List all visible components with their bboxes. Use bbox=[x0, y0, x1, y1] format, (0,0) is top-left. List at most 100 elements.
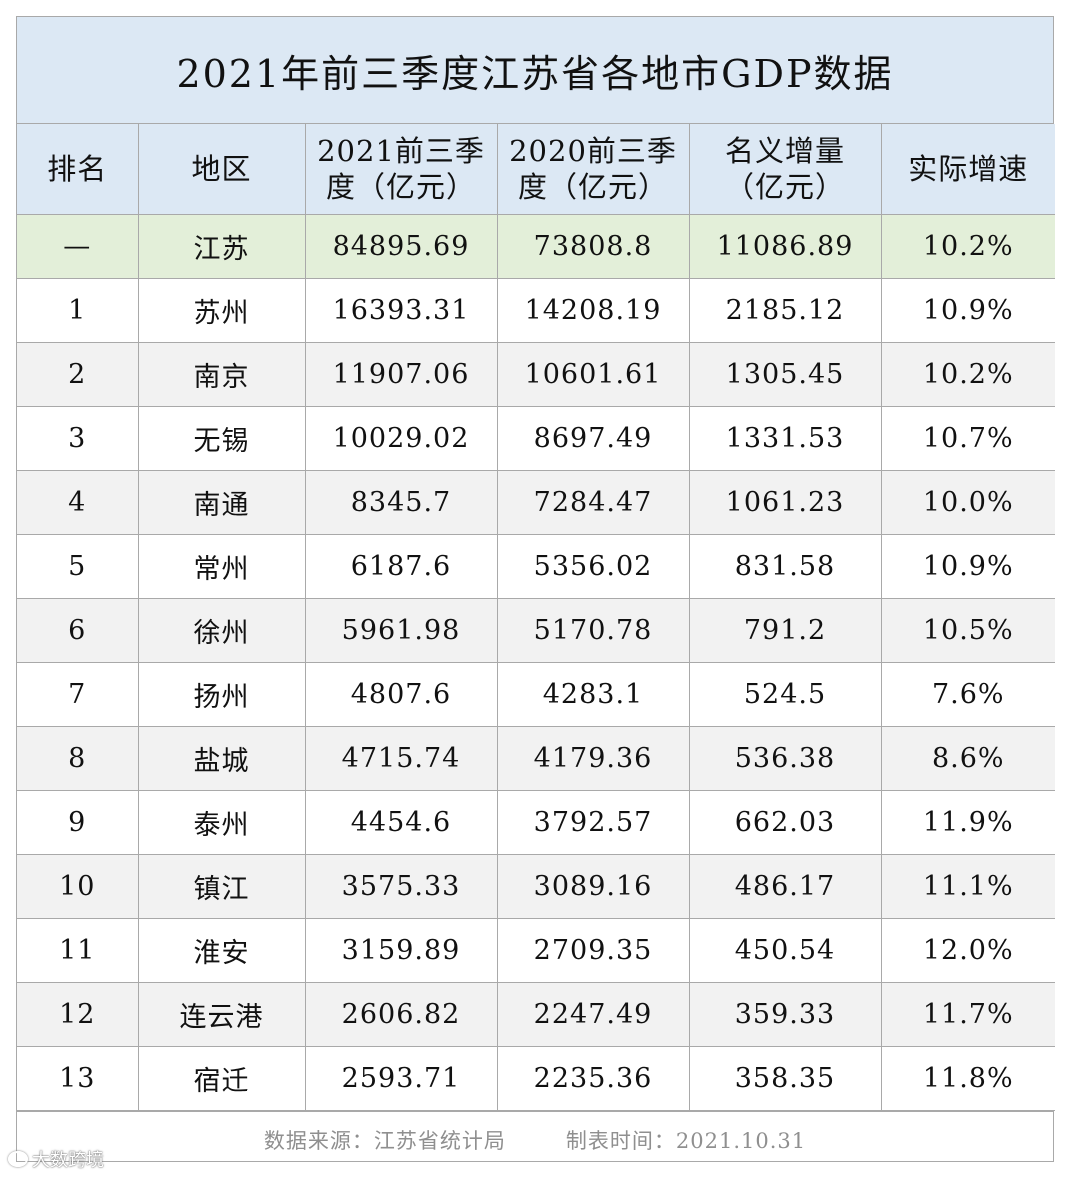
cell-gdp2021: 11907.06 bbox=[304, 342, 498, 407]
cell-growth: 10.9% bbox=[880, 534, 1055, 599]
cell-rank: 12 bbox=[17, 982, 139, 1047]
cell-growth: 8.6% bbox=[880, 726, 1055, 791]
cell-rank: 8 bbox=[17, 726, 139, 791]
cell-rank: 2 bbox=[17, 342, 139, 407]
table-row: 2 南京 11907.06 10601.61 1305.45 10.2% bbox=[17, 342, 1055, 407]
header-gdp-2020-line1: 2020前三季 bbox=[509, 134, 677, 168]
cell-region: 泰州 bbox=[137, 790, 306, 855]
table-row: 1 苏州 16393.31 14208.19 2185.12 10.9% bbox=[17, 278, 1055, 343]
cell-gdp2020: 10601.61 bbox=[496, 342, 690, 407]
cell-increase: 662.03 bbox=[688, 790, 882, 855]
province-total-row: — 江苏 84895.69 73808.8 11086.89 10.2% bbox=[17, 214, 1055, 279]
cell-gdp2020: 4179.36 bbox=[496, 726, 690, 791]
cell-increase: 536.38 bbox=[688, 726, 882, 791]
cell-region: 常州 bbox=[137, 534, 306, 599]
cell-rank: 7 bbox=[17, 662, 139, 727]
header-row: 排名 地区 2021前三季 度（亿元） 2020前三季 度（亿元） 名义增量 （… bbox=[17, 124, 1055, 215]
table-row: 4 南通 8345.7 7284.47 1061.23 10.0% bbox=[17, 470, 1055, 535]
table-row: 5 常州 6187.6 5356.02 831.58 10.9% bbox=[17, 534, 1055, 599]
table-row: 10 镇江 3575.33 3089.16 486.17 11.1% bbox=[17, 854, 1055, 919]
table-title: 2021年前三季度江苏省各地市GDP数据 bbox=[17, 17, 1053, 124]
cell-gdp2020: 73808.8 bbox=[496, 214, 690, 279]
cell-rank: 5 bbox=[17, 534, 139, 599]
gdp-table: 排名 地区 2021前三季 度（亿元） 2020前三季 度（亿元） 名义增量 （… bbox=[17, 124, 1055, 1111]
cell-gdp2020: 7284.47 bbox=[496, 470, 690, 535]
cell-growth: 7.6% bbox=[880, 662, 1055, 727]
cell-gdp2020: 2247.49 bbox=[496, 982, 690, 1047]
table-row: 7 扬州 4807.6 4283.1 524.5 7.6% bbox=[17, 662, 1055, 727]
cell-increase: 1061.23 bbox=[688, 470, 882, 535]
cell-increase: 1305.45 bbox=[688, 342, 882, 407]
cell-rank: 13 bbox=[17, 1046, 139, 1111]
cell-gdp2021: 84895.69 bbox=[304, 214, 498, 279]
cell-growth: 12.0% bbox=[880, 918, 1055, 983]
cell-gdp2021: 10029.02 bbox=[304, 406, 498, 471]
cell-gdp2021: 2593.71 bbox=[304, 1046, 498, 1111]
cell-growth: 11.7% bbox=[880, 982, 1055, 1047]
cell-increase: 1331.53 bbox=[688, 406, 882, 471]
cell-gdp2020: 5356.02 bbox=[496, 534, 690, 599]
cell-gdp2020: 8697.49 bbox=[496, 406, 690, 471]
header-increase-line1: 名义增量 bbox=[724, 134, 845, 168]
table-body: — 江苏 84895.69 73808.8 11086.89 10.2% 1 苏州 16393.… bbox=[17, 214, 1055, 1111]
table-row: 11 淮安 3159.89 2709.35 450.54 12.0% bbox=[17, 918, 1055, 983]
cell-region: 无锡 bbox=[137, 406, 306, 471]
cell-gdp2020: 3089.16 bbox=[496, 854, 690, 919]
cell-rank: 10 bbox=[17, 854, 139, 919]
header-increase-line2: （亿元） bbox=[724, 170, 845, 204]
cell-gdp2021: 5961.98 bbox=[304, 598, 498, 663]
header-rank: 排名 bbox=[17, 124, 139, 215]
cell-gdp2020: 14208.19 bbox=[496, 278, 690, 343]
footer-date: 制表时间：2021.10.31 bbox=[565, 1129, 807, 1153]
header-gdp-2021-line1: 2021前三季 bbox=[317, 134, 485, 168]
header-region: 地区 bbox=[137, 124, 306, 215]
cell-region: 扬州 bbox=[137, 662, 306, 727]
chat-bubble-icon bbox=[8, 1151, 28, 1167]
cell-gdp2021: 8345.7 bbox=[304, 470, 498, 535]
cell-growth: 10.7% bbox=[880, 406, 1055, 471]
cell-increase: 791.2 bbox=[688, 598, 882, 663]
cell-increase: 524.5 bbox=[688, 662, 882, 727]
watermark: 大数跨境 bbox=[8, 1146, 104, 1172]
cell-rank: 4 bbox=[17, 470, 139, 535]
header-increase: 名义增量 （亿元） bbox=[688, 124, 882, 215]
cell-gdp2021: 3575.33 bbox=[304, 854, 498, 919]
watermark-text: 大数跨境 bbox=[32, 1150, 104, 1171]
cell-region: 徐州 bbox=[137, 598, 306, 663]
cell-growth: 10.2% bbox=[880, 214, 1055, 279]
cell-growth: 10.5% bbox=[880, 598, 1055, 663]
header-growth: 实际增速 bbox=[880, 124, 1055, 215]
cell-gdp2020: 5170.78 bbox=[496, 598, 690, 663]
cell-region: 南京 bbox=[137, 342, 306, 407]
cell-region: 连云港 bbox=[137, 982, 306, 1047]
cell-gdp2020: 3792.57 bbox=[496, 790, 690, 855]
header-gdp-2021: 2021前三季 度（亿元） bbox=[304, 124, 498, 215]
cell-gdp2021: 4454.6 bbox=[304, 790, 498, 855]
cell-growth: 10.2% bbox=[880, 342, 1055, 407]
cell-region: 镇江 bbox=[137, 854, 306, 919]
cell-increase: 486.17 bbox=[688, 854, 882, 919]
gdp-table-sheet: 2021年前三季度江苏省各地市GDP数据 排名 地区 2021前三季 度（亿元）… bbox=[16, 16, 1055, 1162]
table-row: 6 徐州 5961.98 5170.78 791.2 10.5% bbox=[17, 598, 1055, 663]
header-gdp-2020-line2: 度（亿元） bbox=[517, 170, 668, 204]
table-row: 3 无锡 10029.02 8697.49 1331.53 10.7% bbox=[17, 406, 1055, 471]
cell-growth: 10.0% bbox=[880, 470, 1055, 535]
cell-increase: 359.33 bbox=[688, 982, 882, 1047]
cell-growth: 10.9% bbox=[880, 278, 1055, 343]
header-gdp-2021-line2: 度（亿元） bbox=[325, 170, 476, 204]
header-gdp-2020: 2020前三季 度（亿元） bbox=[496, 124, 690, 215]
cell-gdp2021: 3159.89 bbox=[304, 918, 498, 983]
cell-increase: 831.58 bbox=[688, 534, 882, 599]
cell-gdp2020: 2235.36 bbox=[496, 1046, 690, 1111]
cell-rank: 9 bbox=[17, 790, 139, 855]
footer-source: 数据来源：江苏省统计局 bbox=[263, 1129, 506, 1153]
table-row: 12 连云港 2606.82 2247.49 359.33 11.7% bbox=[17, 982, 1055, 1047]
cell-growth: 11.9% bbox=[880, 790, 1055, 855]
cell-increase: 11086.89 bbox=[688, 214, 882, 279]
cell-gdp2020: 4283.1 bbox=[496, 662, 690, 727]
table-row: 9 泰州 4454.6 3792.57 662.03 11.9% bbox=[17, 790, 1055, 855]
cell-increase: 2185.12 bbox=[688, 278, 882, 343]
cell-growth: 11.8% bbox=[880, 1046, 1055, 1111]
cell-rank: 1 bbox=[17, 278, 139, 343]
cell-region: 宿迁 bbox=[137, 1046, 306, 1111]
